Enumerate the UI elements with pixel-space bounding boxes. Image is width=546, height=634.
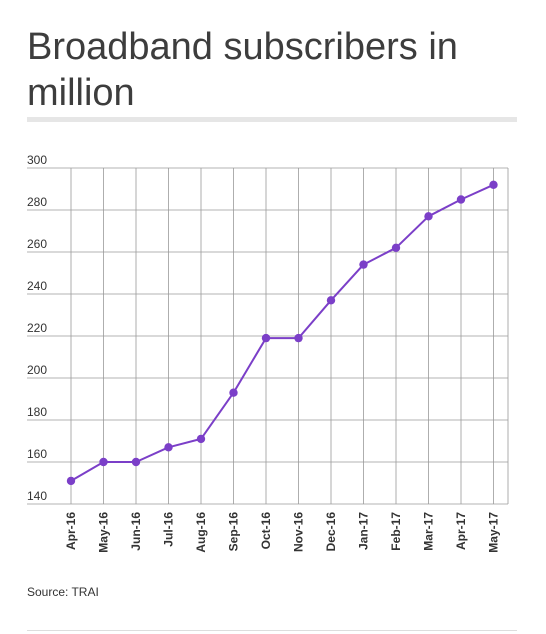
title-divider [27, 117, 517, 122]
x-tick-label: May-16 [97, 512, 111, 553]
data-point [196, 434, 206, 444]
data-point [261, 333, 271, 343]
data-point [489, 180, 498, 189]
x-tick-label: May-17 [487, 512, 501, 553]
source-note: Source: TRAI [27, 585, 99, 599]
data-point [391, 243, 401, 252]
x-tick-label: Dec-16 [324, 512, 338, 552]
data-point [229, 388, 238, 397]
y-tick-label: 260 [27, 237, 47, 251]
y-tick-label: 240 [27, 279, 47, 293]
y-tick-label: 280 [27, 195, 47, 209]
y-tick-label: 220 [27, 321, 47, 335]
x-tick-label: Apr-16 [64, 512, 78, 550]
chart-title: Broadband subscribers in million [27, 26, 458, 114]
x-tick-label: Oct-16 [259, 512, 273, 550]
data-point [359, 260, 368, 269]
series-line [70, 183, 494, 482]
x-tick-label: Sep-16 [227, 512, 241, 552]
data-point [131, 457, 141, 467]
footer-divider [27, 630, 517, 631]
x-tick-label: Nov-16 [292, 512, 306, 552]
y-tick-labels: 140 160 180 200 220 240 260 280 300 [27, 153, 47, 503]
x-tick-labels: Apr-16 May-16 Jun-16 Jul-16 Aug-16 Sep-16 Oct-… [64, 512, 501, 553]
x-tick-label: Apr-17 [454, 512, 468, 550]
data-point [66, 476, 76, 486]
x-tick-label: Jul-16 [162, 512, 176, 547]
y-tick-label: 200 [27, 363, 47, 377]
data-point [294, 333, 303, 343]
y-tick-label: 300 [27, 153, 47, 167]
grid-layer [27, 167, 509, 505]
data-point [164, 443, 173, 452]
data-points-layer [66, 180, 498, 486]
x-tick-label: Jan-17 [357, 512, 371, 550]
y-tick-label: 160 [27, 447, 47, 461]
series-line-layer [70, 183, 494, 482]
y-tick-label: 140 [27, 489, 47, 503]
data-point [99, 457, 108, 467]
data-point [456, 195, 466, 204]
data-point [326, 296, 336, 305]
x-tick-label: Aug-16 [194, 512, 208, 553]
x-tick-label: Feb-17 [389, 512, 403, 551]
x-tick-label: Jun-16 [129, 512, 143, 551]
x-tick-label: Mar-17 [422, 512, 436, 551]
data-point [424, 212, 433, 221]
line-chart: 140 160 180 200 220 240 260 280 300 Apr-16 May-16… [27, 153, 509, 553]
y-tick-label: 180 [27, 405, 47, 419]
